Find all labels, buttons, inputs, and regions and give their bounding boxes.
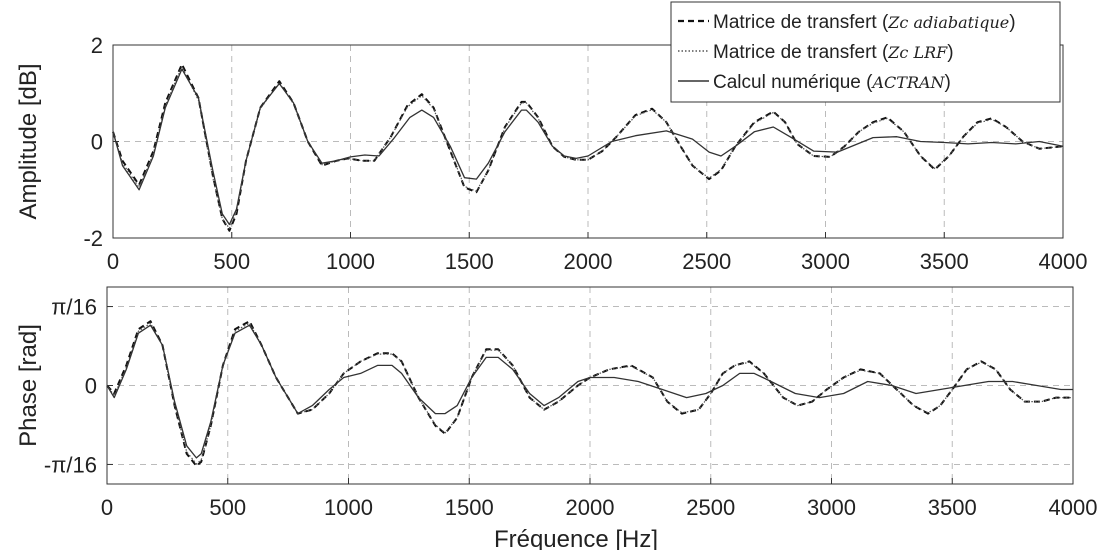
- x-tick-label: 2000: [566, 495, 615, 520]
- legend-entry: Matrice de transfert (Zc LRF): [713, 42, 954, 63]
- subplot-1: 0 500 1000 1500 2000 2500 3000 3500 4000-202Ampl…: [15, 33, 1087, 274]
- y-tick-label: 0: [85, 374, 97, 399]
- x-tick-label: 4000: [1039, 249, 1088, 274]
- y-tick-label: -π/16: [44, 452, 97, 477]
- x-tick-label: 0: [107, 249, 119, 274]
- y-axis-label: Phase [rad]: [15, 324, 42, 447]
- x-tick-label: 3500: [928, 495, 977, 520]
- y-tick-label: 2: [91, 33, 103, 58]
- x-tick-label: 500: [209, 495, 246, 520]
- x-tick-label: 3500: [920, 249, 969, 274]
- x-tick-label: 2500: [682, 249, 731, 274]
- x-tick-label: 2000: [564, 249, 613, 274]
- x-tick-label: 2500: [686, 495, 735, 520]
- y-axis-label: Amplitude [dB]: [15, 63, 42, 219]
- series-line-solid: [106, 324, 1073, 459]
- y-tick-label: -2: [83, 226, 103, 251]
- y-tick-label: π/16: [51, 295, 97, 320]
- legend-box: [670, 1, 1061, 103]
- x-tick-label: 500: [213, 249, 250, 274]
- x-tick-label: 3000: [807, 495, 856, 520]
- x-tick-label: 4000: [1049, 495, 1098, 520]
- legend-entry: Calcul numérique (ACTRAN): [713, 72, 951, 93]
- series-line-solid: [112, 68, 1064, 226]
- x-tick-label: 0: [101, 495, 113, 520]
- x-tick-label: 1500: [445, 495, 494, 520]
- y-tick-label: 0: [91, 130, 103, 155]
- x-tick-label: 1000: [326, 249, 375, 274]
- legend-entry: Matrice de transfert (Zc adiabatique): [713, 12, 1016, 33]
- x-tick-label: 1000: [324, 495, 373, 520]
- x-axis-label: Fréquence [Hz]: [494, 526, 658, 550]
- x-tick-label: 1500: [445, 249, 494, 274]
- subplot-2: 0 500 1000 1500 2000 2500 3000 3500 4000-π/160π/…: [15, 286, 1098, 550]
- x-tick-label: 3000: [801, 249, 850, 274]
- legend: Matrice de transfert (Zc adiabatique) Mat…: [670, 1, 1061, 103]
